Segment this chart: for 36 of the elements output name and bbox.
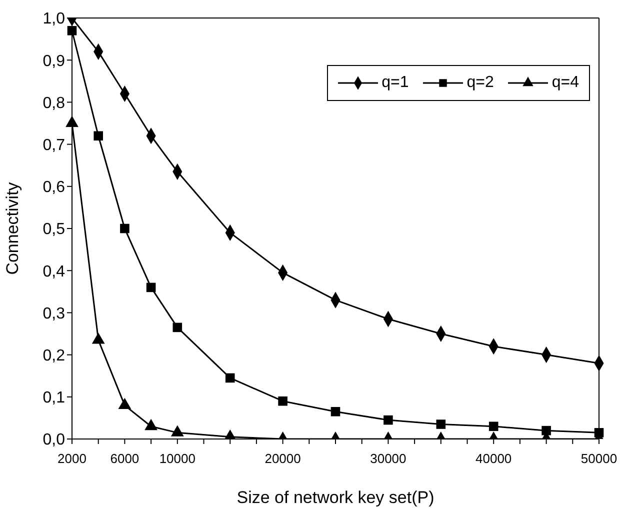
legend-label: q=2	[466, 74, 494, 92]
point	[94, 131, 103, 141]
y-axis-title: Connectivity	[3, 182, 22, 275]
point	[278, 396, 288, 406]
y-tick-label: 0,5	[42, 221, 66, 238]
point	[542, 426, 551, 436]
x-tick-label: 20000	[264, 451, 301, 466]
y-tick-label: 0,6	[42, 179, 66, 196]
point	[146, 282, 156, 292]
y-tick-label: 0,0	[42, 432, 66, 449]
point	[384, 415, 393, 425]
point	[594, 428, 604, 438]
legend-label: q=4	[552, 74, 579, 92]
y-tick-label: 0,4	[42, 263, 66, 280]
legend-label: q=1	[382, 74, 409, 92]
x-axis-title: Size of network key set(P)	[236, 488, 434, 507]
point	[330, 406, 340, 416]
point	[436, 420, 446, 429]
y-tick-label: 0,9	[42, 52, 66, 70]
point	[172, 322, 182, 332]
point	[120, 224, 130, 234]
point	[225, 373, 235, 383]
x-tick-label: 2000	[58, 451, 86, 466]
y-tick-label: 0,8	[42, 94, 66, 112]
y-tick-label: 1,0	[42, 10, 66, 28]
x-tick-label: 40000	[476, 451, 512, 466]
y-tick-label: 0,7	[42, 136, 66, 154]
y-tick-label: 0,3	[42, 305, 66, 322]
x-tick-label: 6000	[110, 451, 140, 466]
x-tick-label: 50000	[580, 451, 618, 466]
point	[67, 26, 77, 36]
point	[488, 422, 498, 432]
x-tick-label: 10000	[159, 451, 196, 466]
x-tick-label: 30000	[370, 451, 406, 466]
y-tick-label: 0,2	[42, 347, 66, 364]
y-tick-label: 0,1	[42, 390, 66, 407]
